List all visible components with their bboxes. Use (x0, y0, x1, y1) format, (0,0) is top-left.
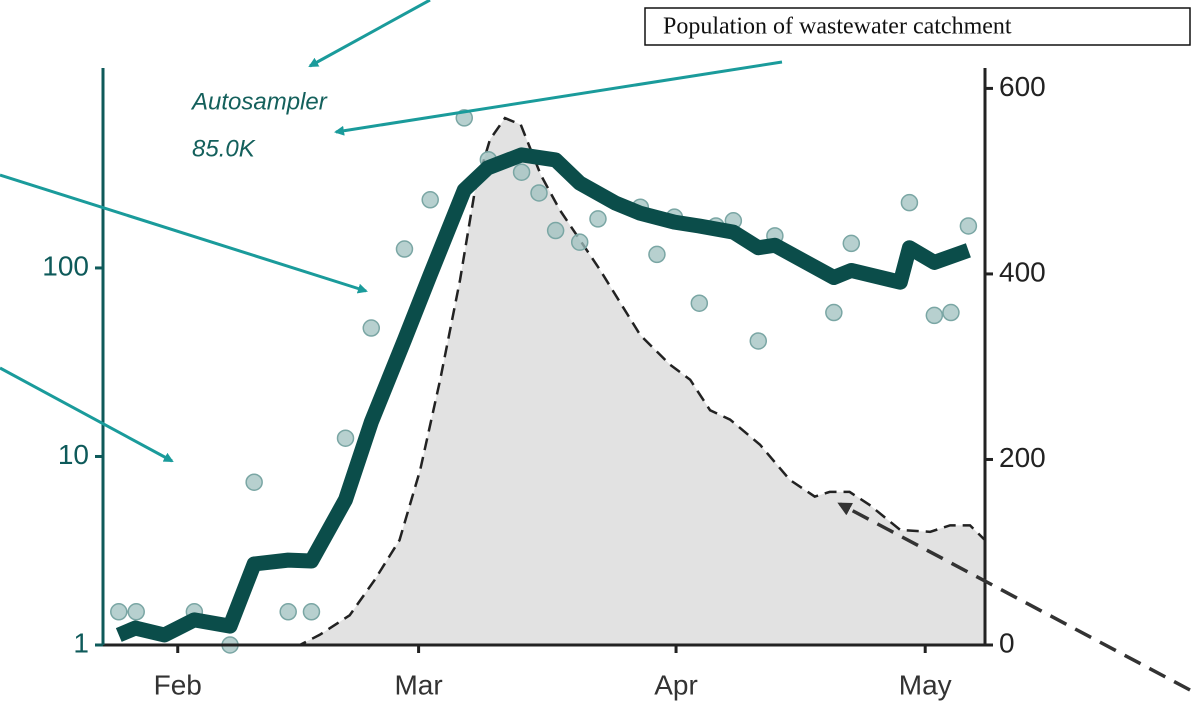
x-tick-label: Mar (394, 669, 442, 700)
y-tick-label: 1 (73, 627, 89, 658)
point (648, 245, 666, 264)
point (925, 306, 944, 325)
point (336, 429, 355, 447)
point (900, 193, 919, 212)
point (959, 217, 978, 235)
y2-tick-label: 400 (999, 256, 1046, 287)
x-tick-label: Feb (154, 669, 202, 700)
annotation: 85.0K (192, 135, 256, 162)
point (512, 163, 531, 181)
x-tick-label: Apr (654, 669, 698, 700)
point (690, 294, 709, 312)
arrow (0, 366, 174, 463)
y2-tick-label: 0 (999, 627, 1015, 658)
box-label: Population of wastewater catchment (663, 14, 1012, 40)
point (530, 184, 548, 202)
arrow (308, 0, 431, 68)
point (395, 240, 414, 258)
plot-area: 1 10 100 0 200 400 600 Feb Mar Apr May (42, 68, 1046, 700)
point (546, 221, 565, 240)
arrow (0, 173, 368, 294)
point (245, 473, 263, 491)
point (127, 603, 145, 621)
area-outline (104, 116, 986, 647)
arrow (334, 60, 783, 136)
y2-tick-label: 200 (999, 442, 1046, 473)
annotation: Autosampler (190, 88, 328, 115)
line (115, 147, 971, 643)
point (942, 303, 960, 322)
arrow (837, 502, 1191, 692)
point (749, 332, 768, 350)
y2-tick-label: 600 (999, 71, 1046, 102)
point (570, 233, 589, 251)
y-tick-label: 100 (42, 250, 89, 281)
label-box (644, 7, 1191, 46)
point (589, 210, 607, 228)
point (825, 303, 843, 322)
point (362, 319, 381, 337)
point (302, 603, 321, 621)
y-tick-label: 10 (58, 439, 89, 470)
x-tick-label: May (899, 669, 952, 700)
point (110, 603, 128, 621)
point (279, 603, 297, 621)
arrows (0, 0, 783, 463)
point (421, 191, 439, 209)
area (104, 118, 986, 645)
point (842, 234, 861, 253)
